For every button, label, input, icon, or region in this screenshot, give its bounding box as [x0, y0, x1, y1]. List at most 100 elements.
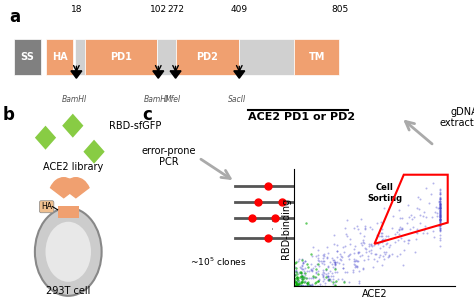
- Point: [381, 249, 388, 254]
- Point: [331, 261, 339, 265]
- Point: [437, 209, 444, 214]
- Point: [293, 277, 301, 282]
- Point: [437, 209, 444, 214]
- Point: [294, 275, 302, 280]
- Point: [313, 267, 320, 272]
- Point: [374, 221, 381, 225]
- Point: [364, 256, 372, 261]
- Text: 805: 805: [332, 5, 349, 14]
- Point: [369, 227, 376, 232]
- Point: [437, 227, 444, 232]
- Point: [320, 277, 328, 282]
- Point: [358, 243, 366, 248]
- Point: [320, 251, 328, 256]
- Point: [397, 225, 404, 229]
- Point: [305, 284, 312, 289]
- Point: [365, 242, 373, 247]
- Point: [405, 215, 413, 220]
- Point: [398, 216, 405, 221]
- Point: [297, 284, 305, 289]
- Point: [437, 207, 444, 212]
- Point: [355, 227, 362, 232]
- Point: [324, 245, 331, 249]
- Point: [437, 205, 444, 210]
- Point: [329, 265, 337, 270]
- Point: [367, 242, 375, 247]
- Point: [437, 202, 444, 207]
- Point: [381, 257, 388, 262]
- Wedge shape: [63, 178, 89, 198]
- Point: [296, 284, 303, 289]
- Point: [437, 217, 444, 222]
- Point: [315, 255, 322, 260]
- Point: [328, 256, 336, 261]
- Point: [324, 278, 332, 282]
- FancyBboxPatch shape: [157, 39, 175, 75]
- Point: [295, 278, 303, 283]
- Point: [357, 241, 365, 245]
- Point: [355, 250, 363, 255]
- Point: [425, 201, 433, 206]
- Point: [437, 204, 444, 209]
- Point: [360, 266, 367, 271]
- Point: [437, 213, 444, 218]
- Point: [437, 196, 444, 201]
- Point: [437, 214, 444, 219]
- Point: [435, 199, 443, 204]
- Point: [301, 284, 309, 289]
- Point: [430, 235, 438, 240]
- Point: [312, 271, 320, 276]
- Point: [333, 243, 341, 248]
- Point: [329, 274, 337, 279]
- Point: [378, 240, 386, 245]
- Point: [367, 248, 375, 253]
- Point: [292, 284, 300, 289]
- Point: [385, 245, 392, 250]
- Text: 272: 272: [167, 5, 184, 14]
- Point: [304, 265, 312, 270]
- Polygon shape: [153, 71, 164, 78]
- Point: [293, 284, 301, 289]
- Point: [320, 271, 328, 276]
- Point: [291, 273, 299, 278]
- Point: [293, 284, 301, 289]
- Point: [353, 258, 360, 263]
- Point: [437, 201, 444, 206]
- Point: [437, 205, 444, 210]
- Point: [337, 251, 344, 256]
- Point: [328, 271, 336, 276]
- Point: [388, 252, 396, 257]
- Point: [377, 231, 384, 236]
- Point: [302, 221, 310, 225]
- Point: [331, 270, 339, 275]
- Point: [400, 262, 407, 267]
- Point: [311, 281, 319, 286]
- Point: [331, 261, 338, 266]
- Point: [433, 214, 441, 219]
- Point: [299, 274, 307, 279]
- Point: [291, 284, 299, 289]
- Point: [311, 264, 319, 269]
- Point: [437, 191, 444, 196]
- Point: [437, 195, 444, 200]
- Point: [436, 212, 444, 217]
- Point: [437, 216, 444, 221]
- Point: [292, 283, 300, 288]
- Point: [296, 284, 303, 289]
- Point: [413, 206, 421, 211]
- Point: [301, 270, 309, 275]
- Point: [324, 264, 331, 269]
- Point: [308, 269, 316, 274]
- Point: [437, 217, 444, 222]
- Point: [340, 250, 348, 255]
- Text: 102: 102: [150, 5, 167, 14]
- Point: [404, 237, 411, 242]
- Point: [314, 248, 322, 253]
- Point: [300, 276, 308, 281]
- Point: [355, 269, 363, 274]
- Point: [409, 224, 416, 229]
- Point: [302, 276, 310, 281]
- Point: [369, 264, 376, 269]
- Point: [437, 214, 444, 219]
- Point: [330, 232, 338, 237]
